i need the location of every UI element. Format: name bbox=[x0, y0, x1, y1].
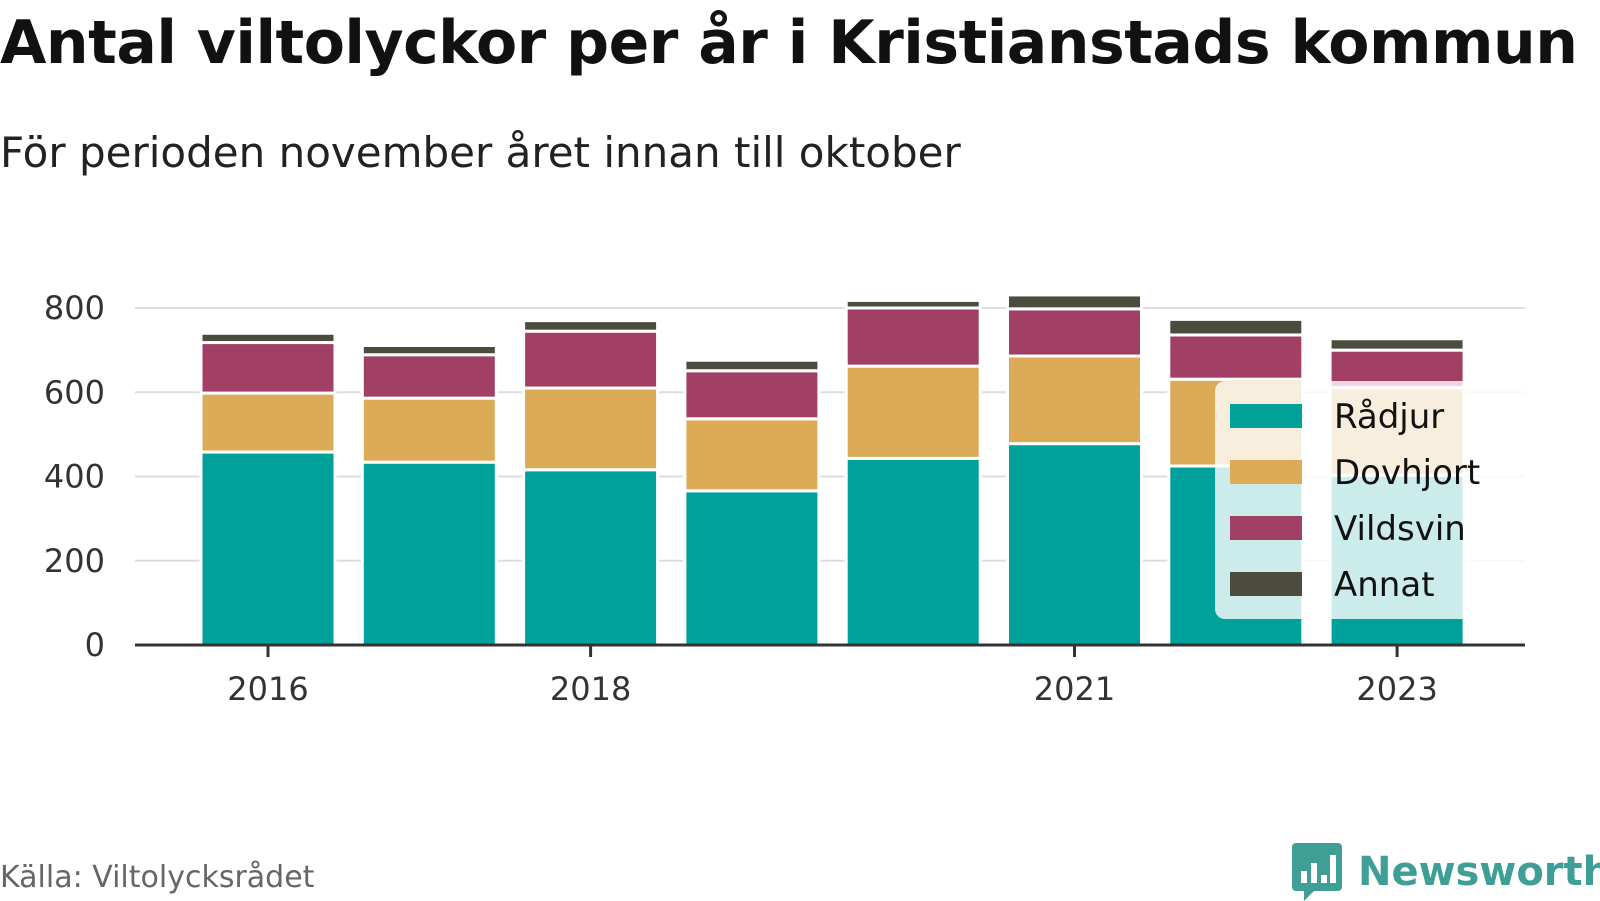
bar-segment bbox=[522, 319, 660, 333]
bar-segment bbox=[199, 341, 337, 395]
x-tick-label: 2023 bbox=[1356, 670, 1437, 708]
bar-segment bbox=[844, 364, 982, 460]
y-tick-label: 400 bbox=[44, 458, 105, 496]
source-note: Källa: Viltolycksrådet bbox=[0, 860, 315, 895]
y-tick-label: 600 bbox=[44, 373, 105, 411]
bar-segment bbox=[683, 358, 821, 373]
bar-segment bbox=[199, 391, 337, 454]
bar-segment bbox=[522, 468, 660, 647]
legend-swatch bbox=[1230, 516, 1302, 540]
legend-label: Rådjur bbox=[1334, 397, 1444, 437]
legend-swatch bbox=[1230, 404, 1302, 428]
y-tick-label: 0 bbox=[85, 626, 105, 664]
chart-subtitle: För perioden november året innan till ok… bbox=[0, 128, 961, 177]
y-tick-label: 200 bbox=[44, 542, 105, 580]
y-tick-label: 800 bbox=[44, 289, 105, 327]
bar-segment bbox=[683, 369, 821, 421]
bar-segment bbox=[360, 460, 498, 647]
legend-label: Vildsvin bbox=[1334, 509, 1466, 549]
legend-swatch bbox=[1230, 460, 1302, 484]
bar-segment bbox=[1006, 293, 1143, 311]
newsworthy-logo-icon bbox=[1292, 843, 1342, 901]
bar-segment bbox=[844, 306, 982, 368]
bar-segment bbox=[522, 386, 660, 472]
chart-title: Antal viltolyckor per år i Kristianstads… bbox=[0, 8, 1578, 78]
legend-label: Dovhjort bbox=[1334, 453, 1480, 493]
x-tick-label: 2018 bbox=[550, 670, 631, 708]
legend-swatch bbox=[1230, 572, 1302, 596]
legend: Rådjur Dovhjort Vildsvin Annat bbox=[1215, 381, 1540, 619]
bar-segment bbox=[1006, 442, 1143, 647]
bar-segment bbox=[844, 298, 982, 310]
bar-segment bbox=[1006, 307, 1143, 358]
newsworthy-logo: Newsworthy bbox=[1292, 843, 1600, 901]
bar-segment bbox=[360, 396, 498, 464]
brand-name: Newsworthy bbox=[1358, 849, 1600, 895]
bar-segment bbox=[683, 417, 821, 493]
bar-segment bbox=[1328, 337, 1466, 352]
bar-segment bbox=[360, 343, 498, 357]
axis-layer: 0 200 400 600 800 2016 2018 2021 2023 bbox=[44, 289, 1525, 708]
bar-segment bbox=[844, 456, 982, 647]
legend-box bbox=[1215, 381, 1540, 619]
bar-segment bbox=[683, 489, 821, 647]
x-tick-label: 2021 bbox=[1034, 670, 1115, 708]
bar-segment bbox=[1167, 317, 1305, 337]
bar-segment bbox=[199, 331, 337, 345]
bar-segment bbox=[199, 450, 337, 647]
x-tick-label: 2016 bbox=[227, 670, 308, 708]
bar-segment bbox=[522, 329, 660, 390]
bar-segment bbox=[1006, 354, 1143, 446]
bar-segment bbox=[1167, 333, 1305, 381]
legend-label: Annat bbox=[1334, 565, 1435, 605]
bar-segment bbox=[360, 353, 498, 400]
